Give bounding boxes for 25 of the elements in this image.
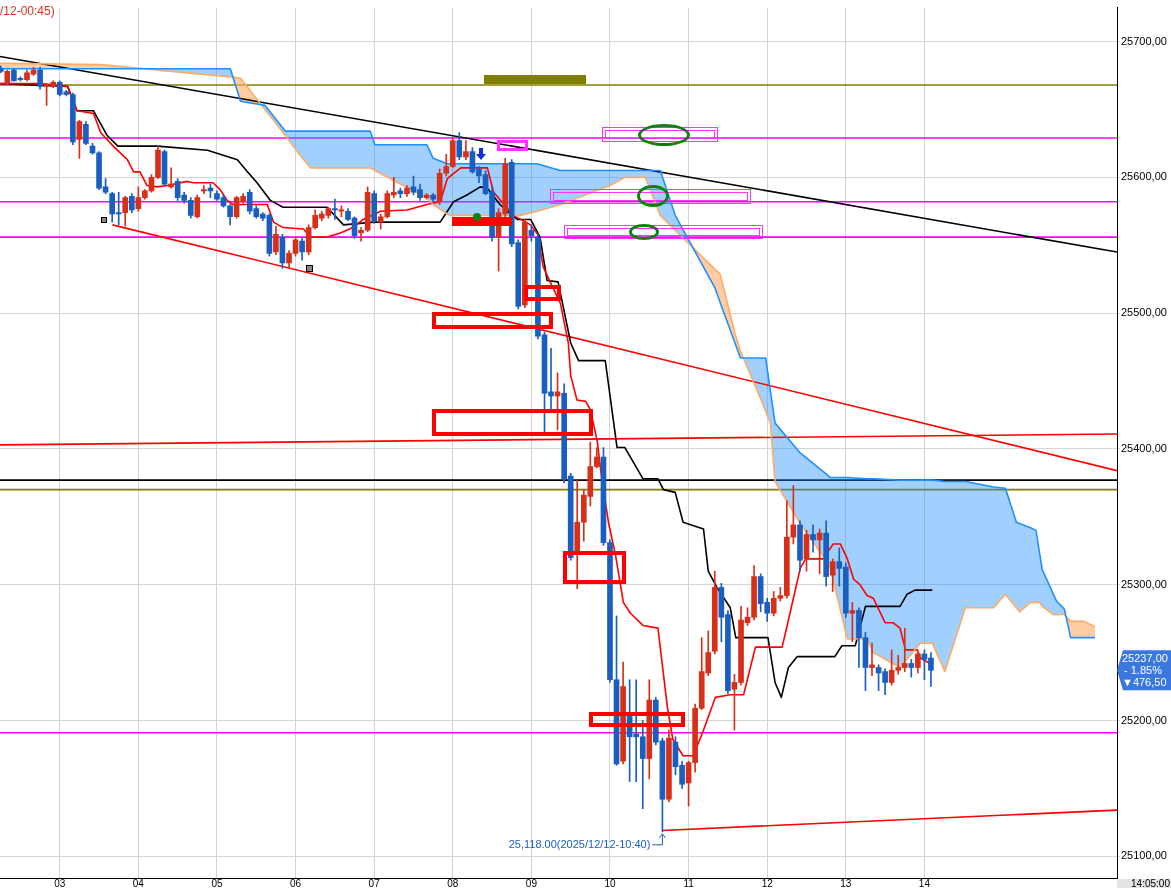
x-tick-label: 09 bbox=[525, 877, 538, 888]
y-tick-label: 25400,00 bbox=[1121, 441, 1167, 454]
text: 14:05:00 bbox=[1131, 877, 1171, 888]
x-tick-label: 10 bbox=[604, 877, 616, 888]
x-tick-label: 08 bbox=[447, 877, 459, 888]
x-tick-label: 03 bbox=[54, 877, 66, 888]
x-tick-label: 07 bbox=[368, 877, 381, 888]
x-tick-label: 05 bbox=[211, 877, 223, 888]
x-tick-label: 12 bbox=[761, 877, 774, 888]
y-tick-label: 25700,00 bbox=[1121, 34, 1167, 47]
x-tick-label: 14 bbox=[918, 877, 931, 888]
y-tick-label: 25500,00 bbox=[1121, 306, 1167, 319]
y-tick-label: 25100,00 bbox=[1121, 849, 1167, 862]
text: - 1.85% bbox=[1124, 664, 1163, 677]
x-tick-label: 06 bbox=[290, 877, 302, 888]
x-tick-label: 11 bbox=[683, 877, 695, 888]
x-tick-label: 13 bbox=[840, 877, 852, 888]
annotation: 25,118.00(2025/12/12-10:40) bbox=[508, 837, 651, 850]
y-tick-label: 25600,00 bbox=[1121, 170, 1167, 183]
text: ▼476,50 bbox=[1122, 676, 1167, 689]
annotation: /12-00:45) bbox=[0, 4, 55, 19]
y-tick-label: 25300,00 bbox=[1121, 577, 1167, 590]
y-tick-label: 25200,00 bbox=[1121, 713, 1167, 726]
text: 25237,00 bbox=[1122, 652, 1168, 665]
x-tick-label: 04 bbox=[132, 877, 145, 888]
